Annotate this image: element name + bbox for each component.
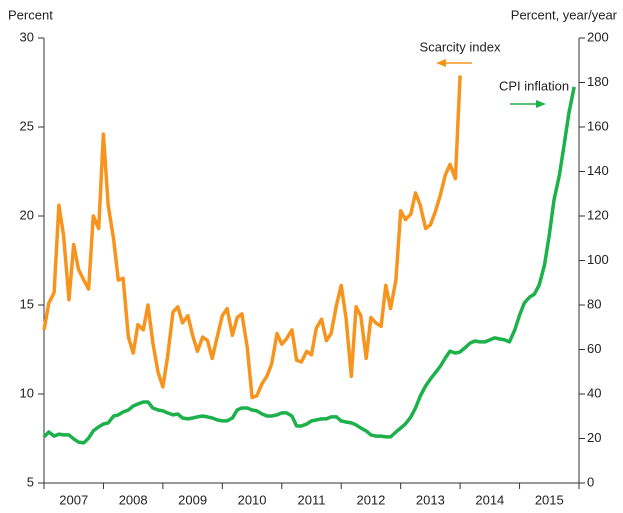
y-tick-label: 25 bbox=[20, 118, 34, 133]
y-tick-label: 30 bbox=[20, 29, 34, 44]
y-tick-label: 20 bbox=[20, 207, 34, 222]
x-tick-label: 2009 bbox=[178, 492, 207, 507]
y2-tick-label: 200 bbox=[587, 29, 609, 44]
y2-tick-label: 100 bbox=[587, 252, 609, 267]
y2-tick-label: 80 bbox=[587, 296, 601, 311]
y2-tick-label: 60 bbox=[587, 341, 601, 356]
y2-tick-label: 40 bbox=[587, 385, 601, 400]
x-tick-label: 2007 bbox=[59, 492, 88, 507]
y2-tick-label: 120 bbox=[587, 207, 609, 222]
annotation: CPI inflation bbox=[499, 78, 569, 93]
y2-tick-label: 160 bbox=[587, 118, 609, 133]
x-tick-label: 2014 bbox=[475, 492, 504, 507]
series-line bbox=[42, 86, 576, 445]
y2-tick-label: 140 bbox=[587, 163, 609, 178]
x-tick-label: 2012 bbox=[356, 492, 385, 507]
x-tick-label: 2008 bbox=[119, 492, 148, 507]
series-line bbox=[42, 75, 462, 400]
annotation-arrow bbox=[436, 59, 472, 67]
y2-axis-title: Percent, year/year bbox=[511, 7, 618, 22]
x-tick-label: 2013 bbox=[416, 492, 445, 507]
y2-tick-label: 20 bbox=[587, 430, 601, 445]
y-tick-label: 10 bbox=[20, 385, 34, 400]
y-tick-label: 15 bbox=[20, 296, 34, 311]
x-tick-label: 2015 bbox=[535, 492, 564, 507]
x-tick-label: 2010 bbox=[238, 492, 267, 507]
annotation-arrow bbox=[510, 100, 546, 108]
y-axis-title: Percent bbox=[8, 7, 53, 22]
y-tick-label: 5 bbox=[27, 474, 34, 489]
x-tick-label: 2011 bbox=[298, 492, 326, 507]
y2-tick-label: 180 bbox=[587, 74, 609, 89]
y2-tick-label: 0 bbox=[587, 474, 594, 489]
annotation: Scarcity index bbox=[420, 39, 501, 54]
